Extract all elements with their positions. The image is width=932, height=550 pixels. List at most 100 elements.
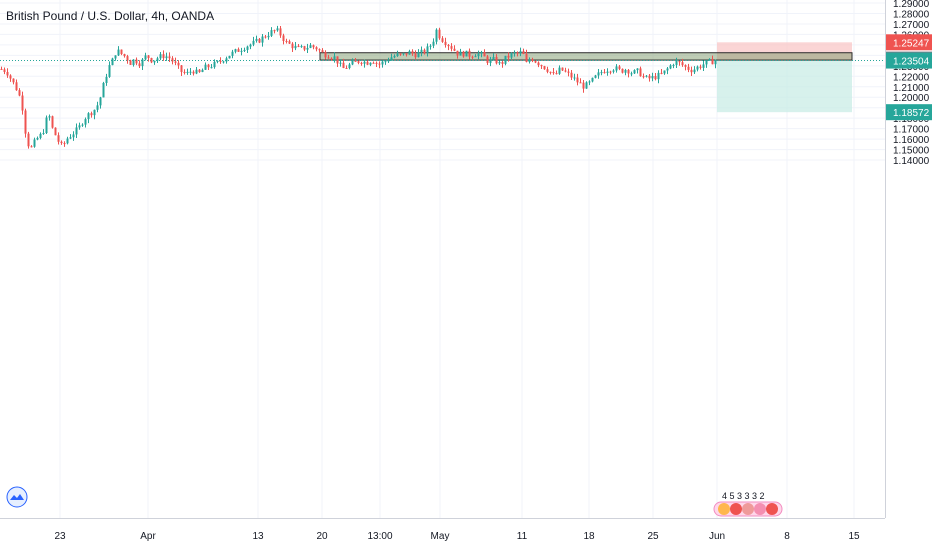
earnings-events-icon[interactable]: 4 5 3 3 3 2 — [712, 490, 784, 523]
candle-body — [276, 28, 279, 31]
candle-body — [210, 67, 213, 69]
candle-body — [39, 133, 42, 138]
candle-body — [408, 51, 411, 55]
candle-body — [411, 51, 414, 54]
candle-body — [393, 56, 396, 58]
candle-body — [492, 56, 495, 60]
candle-body — [78, 125, 81, 128]
candle-body — [381, 61, 384, 65]
candle-body — [111, 58, 114, 66]
candle-body — [438, 29, 441, 39]
candle-body — [255, 38, 258, 41]
candle-body — [24, 110, 27, 134]
candle-body — [375, 62, 378, 64]
candle-body — [282, 35, 285, 41]
candle-body — [147, 55, 150, 58]
candle-body — [561, 67, 564, 71]
candle-body — [90, 113, 93, 116]
candle-body — [54, 127, 57, 136]
candle-body — [186, 71, 189, 73]
price-tick-label: 1.16000 — [893, 135, 930, 146]
candle-body — [366, 61, 369, 65]
candle-body — [597, 72, 600, 76]
candle-body — [378, 63, 381, 65]
candle-body — [465, 50, 468, 57]
candle-body — [621, 68, 624, 73]
candle-body — [48, 116, 51, 118]
candle-body — [330, 58, 333, 60]
candle-body — [252, 40, 255, 45]
candle-body — [219, 60, 222, 62]
candle-body — [237, 49, 240, 52]
time-tick-label: 18 — [583, 531, 595, 542]
candle-body — [57, 135, 60, 142]
candle-body — [171, 58, 174, 62]
candle-body — [84, 119, 87, 125]
candle-body — [246, 46, 249, 50]
candle-body — [435, 29, 438, 42]
candle-body — [288, 41, 291, 44]
candle-body — [711, 58, 714, 65]
candle-body — [81, 124, 84, 126]
time-tick-label: 25 — [647, 531, 659, 542]
candle-body — [528, 59, 531, 62]
candle-body — [654, 76, 657, 80]
candle-body — [666, 68, 669, 71]
candle-body — [618, 66, 621, 69]
candle-body — [519, 51, 522, 54]
price-tick-label: 1.14000 — [893, 156, 930, 167]
candle-body — [225, 58, 228, 62]
price-label-bg — [886, 34, 932, 51]
candle-body — [708, 58, 711, 61]
candle-body — [156, 58, 159, 61]
candle-body — [264, 36, 267, 38]
candle-body — [591, 77, 594, 82]
grid-lines — [0, 0, 885, 518]
candle-body — [684, 65, 687, 67]
candle-body — [423, 49, 426, 53]
candle-body — [627, 69, 630, 74]
candle-body — [399, 53, 402, 55]
candle-body — [663, 70, 666, 74]
candle-body — [108, 65, 111, 77]
candle-body — [279, 28, 282, 36]
time-tick-label: 15 — [848, 531, 860, 542]
candle-body — [678, 61, 681, 63]
time-tick-label: Apr — [140, 531, 156, 542]
candle-body — [267, 35, 270, 38]
candle-body — [390, 57, 393, 61]
candle-body — [216, 60, 219, 62]
price-label: 1.18572 — [893, 108, 930, 119]
candle-body — [162, 54, 165, 59]
candle-body — [315, 47, 318, 50]
candle-body — [21, 95, 24, 111]
candle-body — [546, 69, 549, 72]
candle-body — [87, 113, 90, 120]
candle-body — [36, 137, 39, 140]
price-axis[interactable]: 1.290001.280001.270001.260001.250001.240… — [885, 0, 932, 550]
candle-body — [126, 56, 129, 61]
price-label-bg — [886, 104, 932, 121]
candle-body — [612, 70, 615, 72]
candle-body — [633, 70, 636, 74]
candle-body — [579, 82, 582, 84]
tradingview-logo-icon[interactable] — [6, 486, 28, 508]
candle-body — [384, 61, 387, 63]
candle-body — [63, 143, 66, 145]
candle-body — [702, 64, 705, 68]
candle-body — [615, 66, 618, 71]
candle-body — [72, 134, 75, 138]
time-axis[interactable]: 23 Apr 13 20 13:00 May 11 18 25 Jun 8 15 — [0, 518, 885, 550]
candle-body — [510, 53, 513, 58]
chart-title: British Pound / U.S. Dollar, 4h, OANDA — [6, 9, 215, 23]
candle-body — [198, 69, 201, 73]
candle-body — [363, 61, 366, 64]
time-tick-label: Jun — [709, 531, 725, 542]
candle-body — [285, 40, 288, 42]
candle-body — [96, 105, 99, 110]
candle-body — [600, 72, 603, 74]
candle-body — [396, 53, 399, 57]
price-tick-label: 1.21000 — [893, 83, 930, 94]
candle-body — [201, 69, 204, 73]
